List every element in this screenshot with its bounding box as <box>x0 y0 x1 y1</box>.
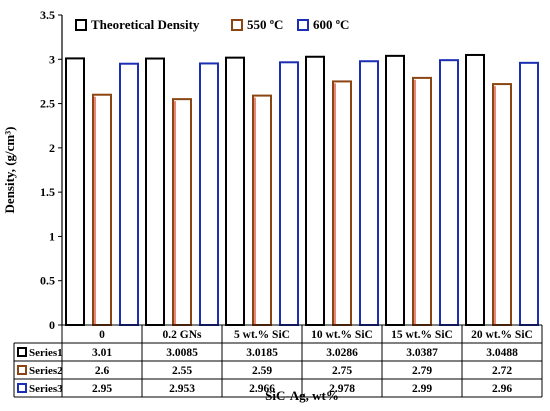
bar-series3 <box>359 60 379 327</box>
legend-swatch-series3 <box>297 19 309 31</box>
bar-series1 <box>305 55 325 327</box>
y-tick-label: 3.5 <box>40 8 55 22</box>
data-label: 3.0286 <box>326 347 358 359</box>
y-tick-label: 2.5 <box>40 97 55 111</box>
bar-series1 <box>225 56 245 326</box>
y-tick-label: 2 <box>49 141 55 155</box>
data-label: 2.953 <box>169 383 195 395</box>
data-label: 2.966 <box>249 383 275 395</box>
bar-series1 <box>465 53 485 326</box>
data-label: 2.75 <box>332 365 352 377</box>
data-label: 2.55 <box>172 365 192 377</box>
data-label: 2.6 <box>95 365 110 377</box>
y-tick-label: 1 <box>49 229 55 243</box>
bar-series2 <box>92 93 112 327</box>
legend-swatch-series1 <box>75 19 87 31</box>
bar-series2 <box>252 94 272 326</box>
data-label: 2.72 <box>492 365 512 377</box>
bar-series3 <box>279 61 299 326</box>
y-axis-label: Density, (g/cm³) <box>2 127 17 214</box>
x-category-label: 0 <box>99 329 105 341</box>
y-tick-label: 3 <box>49 52 55 66</box>
bar-series3 <box>119 62 139 326</box>
bar-series1 <box>145 57 165 326</box>
bar-series2 <box>492 83 512 327</box>
table-legend-key-series3 <box>17 383 27 393</box>
bar-series1 <box>65 57 85 327</box>
data-label: 2.95 <box>92 383 112 395</box>
x-category-label: 10 wt.% SiC <box>311 329 373 341</box>
bar-series3 <box>519 61 539 326</box>
table-legend-key-series1 <box>17 347 27 357</box>
table-series-name: Series3 <box>29 383 63 395</box>
data-label: 2.79 <box>412 365 432 377</box>
legend-label-series2: 550 ºC <box>247 17 283 32</box>
data-label: 3.0185 <box>246 347 278 359</box>
data-label: 2.99 <box>412 383 432 395</box>
data-label: 2.96 <box>492 383 512 395</box>
x-category-label: 0.2 GNs <box>163 329 203 341</box>
table-series-name: Series2 <box>29 365 63 377</box>
data-label: 3.0085 <box>166 347 198 359</box>
bar-series2 <box>412 76 432 326</box>
table-series-name: Series1 <box>29 347 63 359</box>
legend-label-series3: 600 ºC <box>313 17 349 32</box>
y-tick-label: 0 <box>49 318 55 332</box>
bar-series2 <box>172 98 192 327</box>
table-legend-key-series2 <box>17 365 27 375</box>
bar-series1 <box>385 54 405 326</box>
legend-swatch-series2 <box>231 19 243 31</box>
bar-series3 <box>439 59 459 327</box>
bar-series3 <box>199 62 219 326</box>
y-tick-label: 0.5 <box>40 274 55 288</box>
x-axis-label: SiC-Ag, wt% <box>265 388 339 403</box>
data-label: 3.01 <box>92 347 112 359</box>
bar-series2 <box>332 80 352 326</box>
x-category-label: 20 wt.% SiC <box>471 329 533 341</box>
y-tick-label: 1.5 <box>40 185 55 199</box>
data-label: 3.0387 <box>406 347 438 359</box>
data-label: 2.978 <box>329 383 355 395</box>
data-label: 2.59 <box>252 365 272 377</box>
data-label: 3.0488 <box>486 347 518 359</box>
x-category-label: 5 wt.% SiC <box>234 329 290 341</box>
x-category-label: 15 wt.% SiC <box>391 329 453 341</box>
legend-label-series1: Theoretical Density <box>91 17 200 32</box>
